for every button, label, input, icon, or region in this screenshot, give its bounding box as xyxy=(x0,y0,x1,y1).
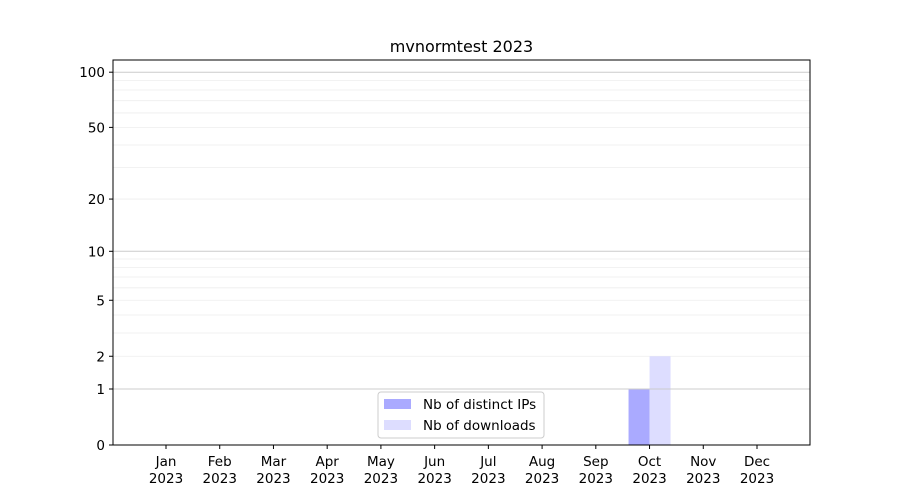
x-tick-label-year: 2023 xyxy=(417,471,451,487)
y-tick-label: 50 xyxy=(88,120,105,136)
legend-box xyxy=(377,391,545,439)
legend-swatch-downloads xyxy=(384,420,411,430)
x-tick-label-month: Dec xyxy=(744,454,770,470)
x-tick-label-month: Sep xyxy=(583,454,608,470)
x-tick-label-year: 2023 xyxy=(632,471,666,487)
bars xyxy=(113,356,810,445)
x-tick-label-year: 2023 xyxy=(203,471,237,487)
y-tick-label: 20 xyxy=(88,192,105,208)
x-tick-label-month: Oct xyxy=(638,454,661,470)
x-axis: Jan2023Feb2023Mar2023Apr2023May2023Jun20… xyxy=(149,445,774,487)
x-tick-label-month: Jun xyxy=(423,454,445,470)
y-tick-label: 1 xyxy=(96,382,105,398)
bar-distinct-ips xyxy=(628,389,650,445)
legend-label-distinct-ips: Nb of distinct IPs xyxy=(423,397,536,413)
x-tick-label-year: 2023 xyxy=(525,471,559,487)
x-tick-label-month: Jul xyxy=(479,454,496,470)
y-tick-label: 0 xyxy=(96,438,105,454)
x-tick-label-month: Apr xyxy=(316,454,340,470)
x-tick-label-month: Nov xyxy=(690,454,716,470)
x-tick-label-year: 2023 xyxy=(471,471,505,487)
x-tick-label-year: 2023 xyxy=(149,471,183,487)
x-tick-label-month: Mar xyxy=(261,454,287,470)
y-axis: 0 1 2 5 10 20 50 100 xyxy=(79,65,113,454)
x-tick-label-month: Jan xyxy=(155,454,177,470)
x-tick-label-year: 2023 xyxy=(364,471,398,487)
plot-frame xyxy=(112,59,811,446)
x-tick-label-year: 2023 xyxy=(686,471,720,487)
x-tick-label-year: 2023 xyxy=(740,471,774,487)
y-tick-label: 100 xyxy=(79,65,105,81)
bar-downloads xyxy=(649,356,671,445)
x-tick-label-month: May xyxy=(367,454,395,470)
y-tick-label: 2 xyxy=(96,349,105,365)
x-tick-label-month: Feb xyxy=(208,454,232,470)
chart-title: mvnormtest 2023 xyxy=(390,37,533,56)
x-tick-label-month: Aug xyxy=(529,454,555,470)
x-tick-label-year: 2023 xyxy=(256,471,290,487)
gridlines xyxy=(113,71,810,390)
legend-swatch-distinct-ips xyxy=(384,399,411,409)
legend-label-downloads: Nb of downloads xyxy=(423,418,536,434)
legend: Nb of distinct IPs Nb of downloads xyxy=(377,391,545,439)
x-tick-label-year: 2023 xyxy=(310,471,344,487)
y-tick-label: 10 xyxy=(88,244,105,260)
x-tick-label-year: 2023 xyxy=(579,471,613,487)
y-tick-label: 5 xyxy=(96,293,105,309)
